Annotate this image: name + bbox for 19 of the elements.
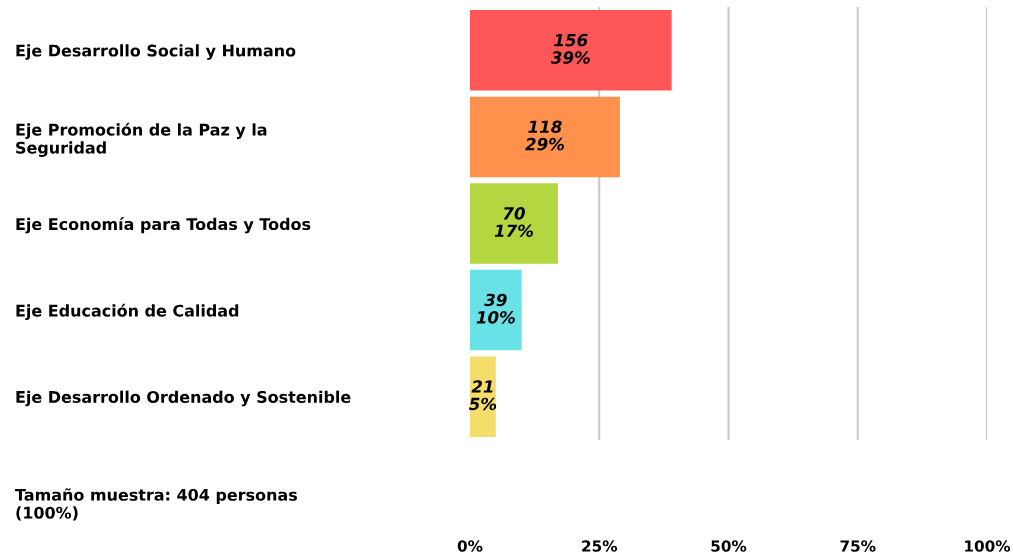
bar — [470, 10, 672, 91]
data-label: 156 39% — [550, 33, 590, 64]
bar — [470, 269, 522, 351]
text: Tamaño muestra: 404 personas (100%) — [15, 488, 297, 521]
x-tick-label: 25% — [582, 540, 618, 552]
x-tick-label: 75% — [840, 540, 876, 552]
y-tick-label: Eje Desarrollo Social y Humano — [16, 44, 296, 60]
x-tick-label: 0% — [457, 540, 483, 552]
data-label: 70 17% — [494, 207, 533, 238]
x-tick-label: 50% — [711, 540, 747, 552]
x-tick-label: 100% — [965, 540, 1011, 552]
y-tick-label: Eje Educación de Calidad — [16, 303, 239, 320]
bar — [470, 96, 620, 178]
y-tick-label: Eje Desarrollo Ordenado y Sostenible — [16, 390, 351, 407]
y-tick-label: Eje Economía para Todas y Todos — [16, 217, 311, 234]
y-tick-label: Eje Promoción de la Paz y la Seguridad — [16, 122, 267, 157]
bar — [470, 183, 558, 264]
data-label: 39 10% — [476, 293, 515, 324]
data-label: 118 29% — [525, 120, 564, 151]
